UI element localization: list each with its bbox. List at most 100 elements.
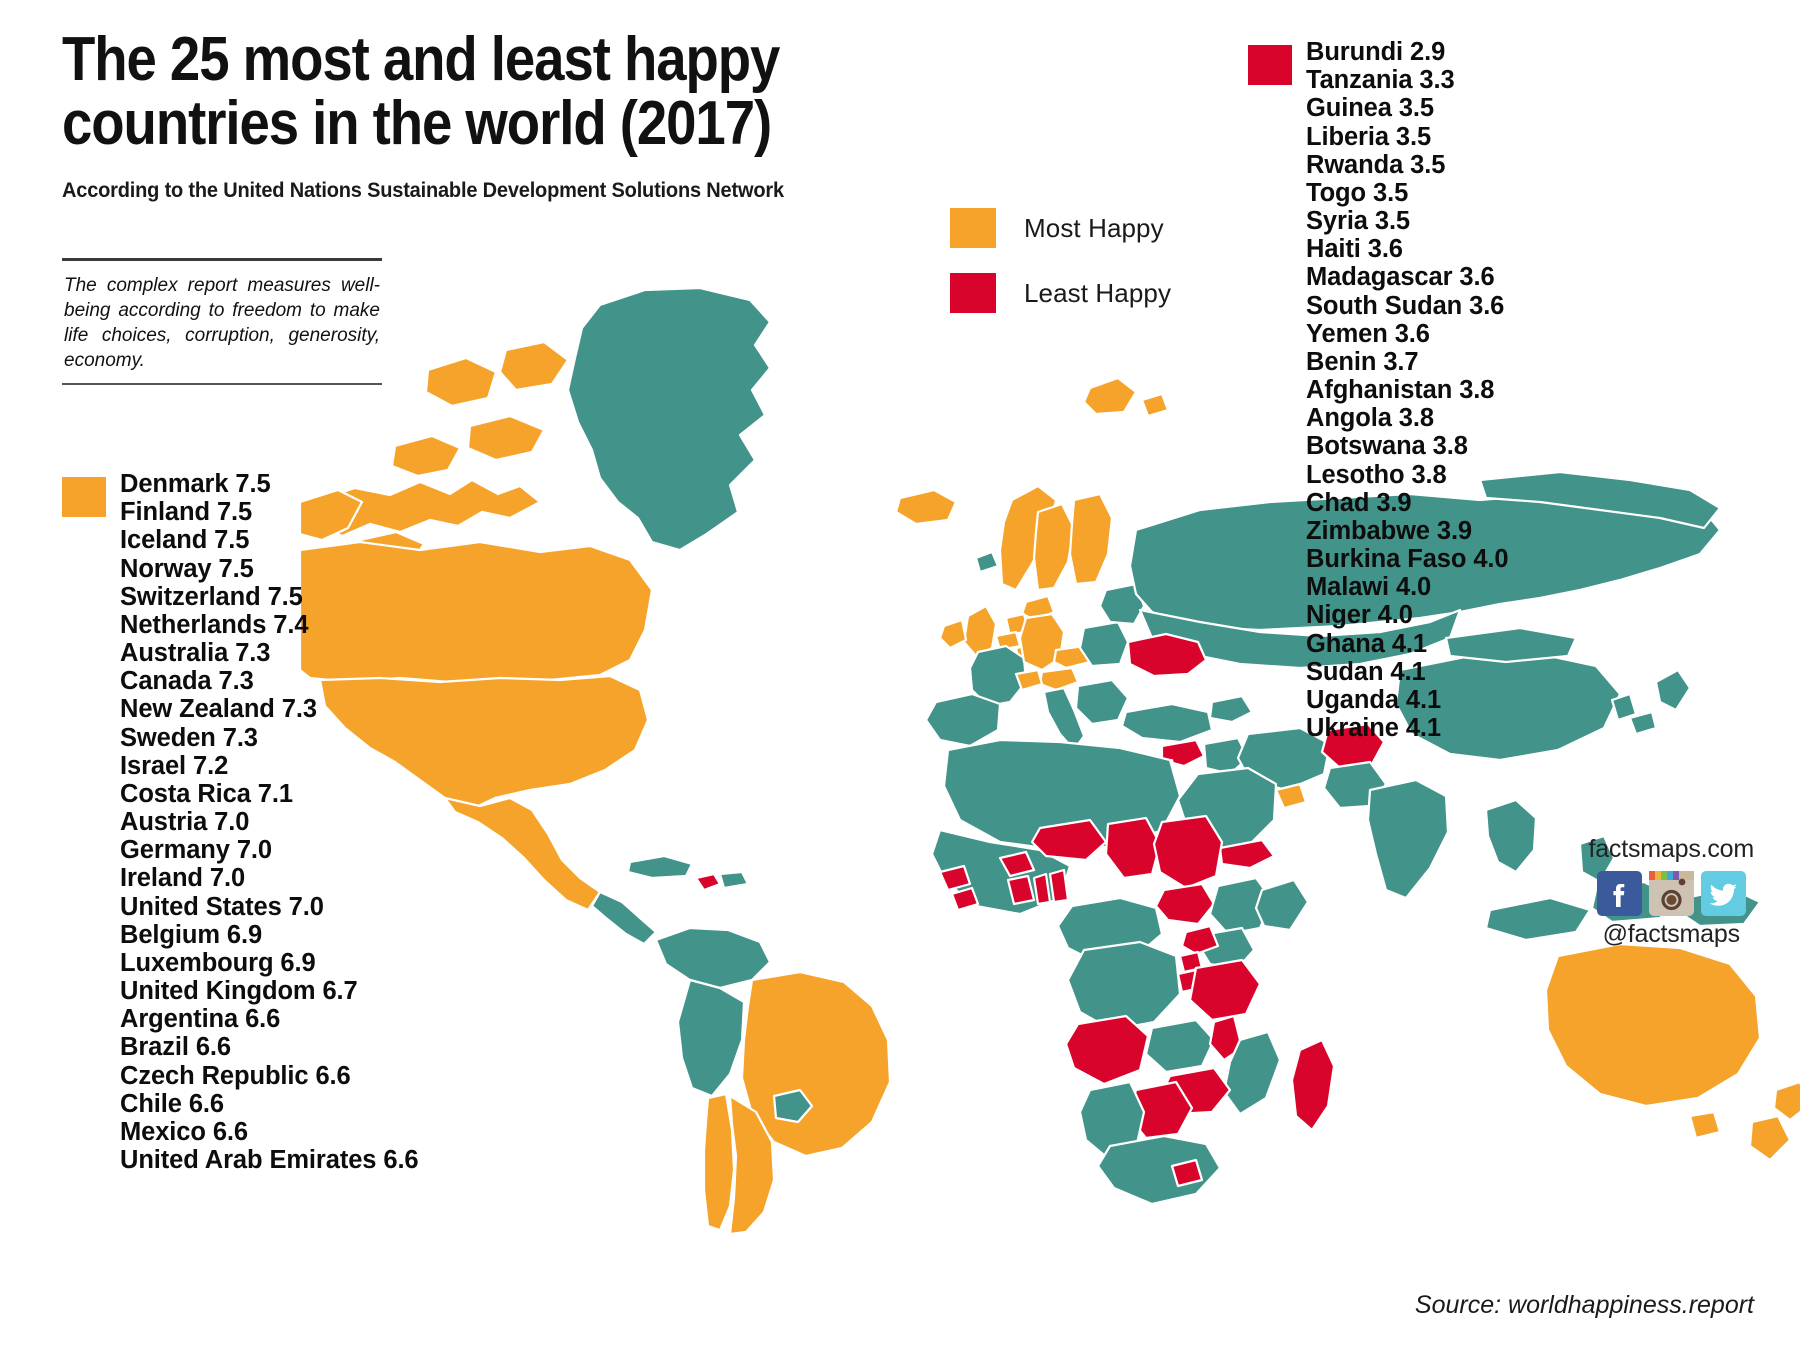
least-happy-item: Malawi 4.0 bbox=[1306, 573, 1432, 602]
most-happy-item: Germany 7.0 bbox=[120, 836, 272, 865]
least-happy-item: Yemen 3.6 bbox=[1306, 319, 1430, 348]
country-new-zealand-north bbox=[1772, 1080, 1800, 1122]
most-happy-item: Austria 7.0 bbox=[120, 808, 250, 837]
island-svalbard-small bbox=[1140, 392, 1170, 418]
red-square-swatch-list bbox=[1248, 45, 1292, 85]
country-uganda bbox=[1180, 924, 1220, 956]
least-happy-item: Liberia 3.5 bbox=[1306, 122, 1432, 151]
most-happy-item: Iceland 7.5 bbox=[120, 526, 250, 555]
page-title: The 25 most and least happy countries in… bbox=[62, 25, 780, 158]
country-zambia bbox=[1144, 1018, 1216, 1074]
country-uruguay-paraguay bbox=[772, 1088, 814, 1124]
legend-item-least-happy: Least Happy bbox=[950, 273, 1171, 313]
country-indonesia-1 bbox=[1484, 896, 1592, 942]
country-sweden bbox=[1032, 502, 1076, 592]
country-cuba bbox=[626, 854, 694, 880]
most-happy-item: Ireland 7.0 bbox=[120, 864, 246, 893]
orange-square-swatch-list bbox=[62, 477, 106, 517]
country-united-arab-emirates bbox=[1274, 782, 1308, 810]
least-happy-item: Rwanda 3.5 bbox=[1306, 150, 1446, 179]
page-subtitle: According to the United Nations Sustaina… bbox=[62, 177, 784, 202]
most-happy-item: Netherlands 7.4 bbox=[120, 610, 309, 639]
most-happy-item: Belgium 6.9 bbox=[120, 920, 263, 949]
most-happy-item: Israel 7.2 bbox=[120, 751, 229, 780]
country-belgium bbox=[994, 630, 1022, 652]
country-canada-arctic-3 bbox=[424, 356, 498, 408]
most-happy-item: New Zealand 7.3 bbox=[120, 695, 317, 724]
country-southeast-asia bbox=[1484, 798, 1538, 874]
least-happy-item: Lesotho 3.8 bbox=[1306, 460, 1447, 489]
country-yemen bbox=[1218, 838, 1276, 870]
least-happy-item: Benin 3.7 bbox=[1306, 347, 1419, 376]
country-canada-arctic-1 bbox=[390, 434, 462, 478]
country-dominican-republic bbox=[718, 870, 750, 890]
least-happy-item: Syria 3.5 bbox=[1306, 207, 1411, 236]
least-happy-item: Burkina Faso 4.0 bbox=[1306, 545, 1509, 574]
island-svalbard bbox=[1082, 376, 1138, 416]
country-new-zealand-south bbox=[1748, 1114, 1792, 1162]
country-togo bbox=[1032, 872, 1052, 906]
country-germany bbox=[1018, 612, 1066, 672]
least-happy-item: Burundi 2.9 bbox=[1306, 38, 1446, 66]
country-turkey bbox=[1120, 702, 1214, 744]
note-rule-bottom bbox=[62, 383, 382, 386]
country-russia-east bbox=[1478, 470, 1722, 530]
most-happy-item: Czech Republic 6.6 bbox=[120, 1061, 351, 1090]
title-block: The 25 most and least happy countries in… bbox=[62, 28, 1062, 203]
orange-square-swatch bbox=[950, 208, 996, 248]
most-happy-item: Mexico 6.6 bbox=[120, 1117, 248, 1146]
facebook-icon[interactable] bbox=[1596, 871, 1642, 916]
brand-handle[interactable]: @factsmaps bbox=[1602, 920, 1741, 948]
least-happy-items: Burundi 2.9 Tanzania 3.3 Guinea 3.5 Liberia… bbox=[1306, 38, 1509, 743]
social-icons bbox=[1588, 871, 1754, 916]
country-somalia bbox=[1254, 878, 1310, 932]
country-burkina-faso bbox=[998, 850, 1036, 878]
least-happy-item: Afghanistan 3.8 bbox=[1306, 376, 1495, 405]
country-france bbox=[968, 644, 1028, 708]
country-chile bbox=[702, 1092, 736, 1232]
most-happy-item: Costa Rica 7.1 bbox=[120, 779, 293, 808]
least-happy-item: Guinea 3.5 bbox=[1306, 94, 1434, 123]
country-tasmania bbox=[1688, 1110, 1722, 1140]
least-happy-item: Chad 3.9 bbox=[1306, 488, 1412, 517]
least-happy-item: Angola 3.8 bbox=[1306, 404, 1434, 433]
least-happy-item: Ghana 4.1 bbox=[1306, 629, 1427, 658]
country-australia bbox=[1544, 942, 1762, 1108]
note-rule-top bbox=[62, 258, 382, 261]
country-switzerland bbox=[1014, 668, 1044, 692]
country-spain-portugal bbox=[924, 692, 1002, 748]
country-mozambique bbox=[1222, 1030, 1282, 1116]
most-happy-item: Denmark 7.5 bbox=[120, 470, 271, 498]
country-dr-congo bbox=[1066, 940, 1182, 1032]
most-happy-item: Finland 7.5 bbox=[120, 498, 253, 527]
least-happy-item: Ukraine 4.1 bbox=[1306, 714, 1441, 743]
note-text: The complex report measures well-being a… bbox=[64, 275, 380, 372]
country-iraq bbox=[1202, 736, 1250, 776]
instagram-icon[interactable] bbox=[1648, 871, 1694, 916]
country-haiti bbox=[694, 872, 722, 892]
least-happy-item: Madagascar 3.6 bbox=[1306, 263, 1495, 292]
brand-website[interactable]: factsmaps.com bbox=[1588, 835, 1754, 863]
most-happy-item: Norway 7.5 bbox=[120, 554, 254, 583]
legend-item-most-happy: Most Happy bbox=[950, 208, 1171, 248]
map-legend: Most Happy Least Happy bbox=[950, 208, 1171, 338]
most-happy-item: United Kingdom 6.7 bbox=[120, 977, 358, 1006]
country-canada bbox=[316, 478, 542, 538]
country-japan bbox=[1654, 668, 1692, 712]
country-alaska bbox=[300, 488, 364, 542]
country-peru-bolivia bbox=[676, 978, 746, 1098]
country-india bbox=[1366, 778, 1450, 900]
country-balkans bbox=[1074, 678, 1130, 726]
country-lesotho bbox=[1170, 1158, 1204, 1188]
most-happy-item: Argentina 6.6 bbox=[120, 1005, 281, 1034]
least-happy-country-list: Burundi 2.9 Tanzania 3.3 Guinea 3.5 Liberia… bbox=[1248, 38, 1509, 743]
country-benin bbox=[1048, 868, 1070, 904]
twitter-icon[interactable] bbox=[1700, 871, 1746, 916]
country-chad bbox=[1104, 816, 1162, 880]
country-ethiopia bbox=[1208, 876, 1274, 936]
island-faroe bbox=[974, 550, 1000, 574]
most-happy-item: Luxembourg 6.9 bbox=[120, 948, 316, 977]
legend-label-most-happy: Most Happy bbox=[1024, 212, 1164, 243]
country-caucasus bbox=[1208, 694, 1254, 724]
least-happy-item: Zimbabwe 3.9 bbox=[1306, 516, 1473, 545]
